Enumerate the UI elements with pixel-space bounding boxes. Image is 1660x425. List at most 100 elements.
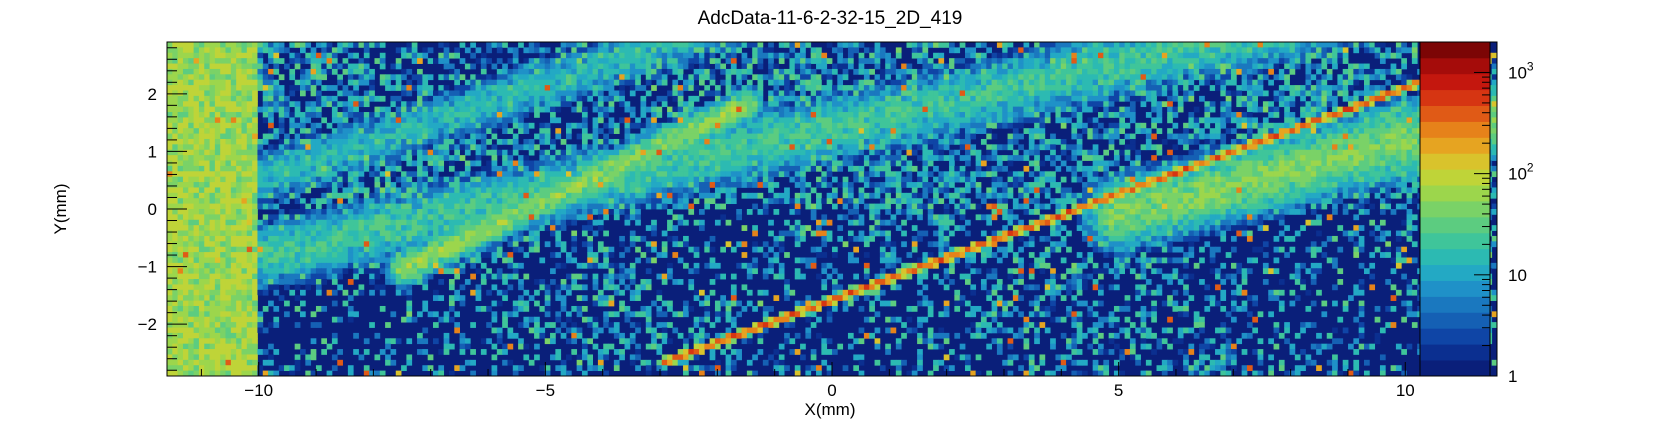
heatmap-cell <box>241 128 248 134</box>
heatmap-cell <box>1348 144 1354 151</box>
heatmap-cell <box>246 47 253 54</box>
heatmap-cell <box>1278 144 1285 151</box>
heatmap-cell <box>714 160 721 167</box>
heatmap-cell <box>773 106 780 113</box>
heatmap-cell <box>1071 74 1078 81</box>
heatmap-cell <box>693 160 700 167</box>
heatmap-cell <box>1204 160 1211 167</box>
heatmap-cell <box>661 165 668 172</box>
heatmap-cell <box>1491 74 1498 81</box>
heatmap-cell <box>464 149 471 156</box>
heatmap-cell <box>427 165 434 172</box>
heatmap-cell <box>502 42 508 48</box>
heatmap-cell <box>741 90 748 97</box>
heatmap-cell <box>1262 52 1269 59</box>
heatmap-cell <box>1257 52 1264 59</box>
heatmap-cell <box>342 68 349 75</box>
heatmap-cell <box>821 155 828 161</box>
heatmap-cell <box>1012 52 1019 59</box>
heatmap-cell <box>1273 63 1280 70</box>
heatmap-cell <box>374 122 381 129</box>
heatmap-cell <box>401 112 407 118</box>
heatmap-cell <box>885 133 891 140</box>
heatmap-cell <box>768 74 774 81</box>
heatmap-cell <box>752 106 758 113</box>
heatmap-cell <box>246 79 253 86</box>
heatmap-cell <box>502 128 508 134</box>
heatmap-cell <box>879 149 886 156</box>
heatmap-cell <box>188 79 194 86</box>
heatmap-cell <box>204 90 210 97</box>
heatmap-cell <box>975 106 982 113</box>
heatmap-cell <box>800 74 806 81</box>
heatmap-cell <box>837 47 844 54</box>
heatmap-cell <box>895 90 902 97</box>
heatmap-cell <box>714 58 721 64</box>
heatmap-cell <box>651 74 657 81</box>
heatmap-cell <box>167 117 173 124</box>
heatmap-cell <box>794 63 801 70</box>
heatmap-cell <box>539 128 546 134</box>
heatmap-cell <box>1082 106 1088 113</box>
heatmap-cell <box>411 101 418 108</box>
heatmap-cell <box>667 138 673 145</box>
heatmap-cell <box>847 117 854 124</box>
heatmap-cell <box>608 122 615 129</box>
heatmap-cell <box>581 122 588 129</box>
heatmap-cell <box>220 74 226 81</box>
heatmap-cell <box>736 128 742 134</box>
heatmap-cell <box>417 138 423 145</box>
heatmap-cell <box>454 85 460 91</box>
heatmap-cell <box>651 52 657 59</box>
heatmap-cell <box>1129 68 1136 75</box>
heatmap-cell <box>209 128 216 134</box>
heatmap-cell <box>885 106 891 113</box>
heatmap-cell <box>512 68 519 75</box>
heatmap-cell <box>289 112 296 118</box>
heatmap-cell <box>576 47 583 54</box>
heatmap-cell <box>406 52 413 59</box>
heatmap-cell <box>879 144 886 151</box>
heatmap-cell <box>230 95 237 102</box>
heatmap-cell <box>188 138 194 145</box>
heatmap-cell <box>736 68 742 75</box>
heatmap-cell <box>236 90 242 97</box>
heatmap-cell <box>1491 117 1498 124</box>
heatmap-cell <box>172 101 179 108</box>
heatmap-cell <box>1294 149 1301 156</box>
heatmap-cell <box>752 58 758 64</box>
heatmap-cell <box>1050 68 1056 75</box>
heatmap-cell <box>1215 155 1221 161</box>
heatmap-cell <box>1262 149 1269 156</box>
heatmap-cell <box>741 112 748 118</box>
heatmap-cell <box>778 138 785 145</box>
heatmap-cell <box>523 138 530 145</box>
heatmap-cell <box>1316 149 1322 156</box>
heatmap-cell <box>294 112 301 118</box>
heatmap-cell <box>443 155 450 161</box>
heatmap-cell <box>1209 117 1216 124</box>
heatmap-cell <box>1092 101 1099 108</box>
heatmap-cell <box>374 138 381 145</box>
heatmap-cell <box>746 79 753 86</box>
heatmap-cell <box>1385 133 1391 140</box>
heatmap-cell <box>528 95 535 102</box>
heatmap-cell <box>241 90 248 97</box>
heatmap-cell <box>347 122 354 129</box>
heatmap-cell <box>294 155 301 161</box>
heatmap-cell <box>1188 138 1195 145</box>
heatmap-cell <box>1172 133 1179 140</box>
heatmap-cell <box>560 138 567 145</box>
heatmap-cell <box>1012 68 1019 75</box>
heatmap-cell <box>853 42 859 48</box>
heatmap-cell <box>1337 117 1344 124</box>
heatmap-cell <box>1225 128 1232 134</box>
heatmap-cell <box>938 68 945 75</box>
heatmap-cell <box>358 117 365 124</box>
heatmap-cell <box>688 112 695 118</box>
heatmap-cell <box>417 95 423 102</box>
heatmap-cell <box>209 58 216 64</box>
heatmap-cell <box>688 144 695 151</box>
heatmap-cell <box>1135 58 1141 64</box>
heatmap-cell <box>177 101 184 108</box>
